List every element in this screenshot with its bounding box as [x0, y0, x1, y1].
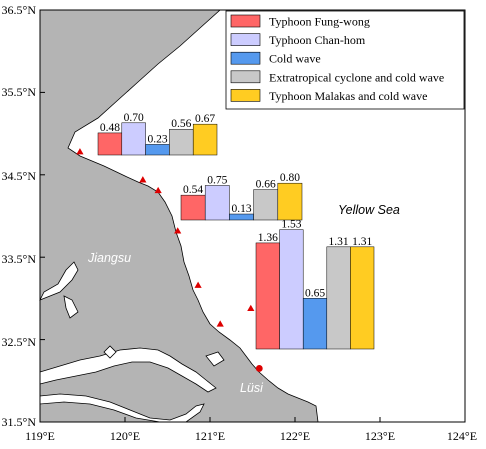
- bar: [192, 123, 218, 156]
- station-marker-triangle: [139, 176, 147, 183]
- bar: [279, 229, 304, 350]
- lat-tick-label: 34.5°N: [2, 169, 37, 183]
- station-markers: [76, 148, 263, 372]
- bar: [97, 132, 123, 156]
- bar: [121, 122, 146, 156]
- legend-swatch: [230, 14, 261, 28]
- bar: [350, 246, 375, 350]
- station-marker-triangle: [247, 304, 255, 311]
- legend-swatch: [230, 70, 261, 84]
- bar-value-label: 1.36: [258, 232, 278, 244]
- town-label: Lüsi: [240, 381, 264, 395]
- bar-groups: 0.48 0.700.23 0.56 0.67 0.54 0.75 0.13 0.66 0.80…: [97, 112, 375, 350]
- bar-value-label: 1.31: [329, 236, 349, 248]
- rivers-and-lakes: [39, 261, 225, 423]
- legend: Typhoon Fung-wong Typhoon Chan-hom Cold wa…: [225, 10, 465, 110]
- legend-swatch: [230, 51, 261, 65]
- bar: [302, 298, 328, 350]
- bar-value-label: 0.70: [124, 112, 144, 124]
- bar: [277, 182, 303, 221]
- lat-tick-label: 32.5°N: [2, 335, 37, 349]
- legend-label: Cold wave: [269, 52, 321, 66]
- land-jiangsu: [39, 9, 319, 423]
- bar: [255, 242, 280, 350]
- station-marker-triangle: [194, 281, 202, 288]
- bar-value-label: 0.80: [280, 172, 300, 184]
- station-marker-triangle: [216, 320, 224, 327]
- map-frame: [39, 9, 466, 423]
- legend-label: Typhoon Malakas and cold wave: [269, 89, 427, 103]
- lon-tick-label: 123°E: [365, 429, 395, 443]
- bar: [169, 128, 194, 156]
- legend-swatch: [230, 89, 261, 102]
- longitude-tick-labels: 119°E 120°E 121°E 122°E 123°E 124°E: [25, 429, 477, 443]
- station-marker-triangle: [154, 186, 162, 194]
- lat-tick-label: 33.5°N: [2, 252, 37, 266]
- legend-label: Typhoon Fung-wong: [269, 15, 370, 29]
- bar-value-label: 0.67: [195, 113, 215, 125]
- bar-value-label: 0.56: [171, 118, 191, 130]
- bar-value-label: 0.54: [183, 184, 203, 196]
- bar: [204, 185, 230, 221]
- bar-value-label: 0.23: [147, 133, 167, 145]
- lat-tick-label: 31.5°N: [2, 415, 37, 429]
- lat-tick-label: 35.5°N: [2, 85, 37, 99]
- bar: [145, 144, 170, 156]
- bar-value-label: 0.13: [231, 203, 251, 215]
- bar-value-label: 1.53: [281, 219, 301, 231]
- lat-tick-label: 36.5°N: [2, 3, 37, 17]
- lon-tick-label: 119°E: [25, 429, 55, 443]
- station-marker-triangle: [174, 227, 182, 234]
- lon-tick-label: 122°E: [280, 429, 310, 443]
- station-marker-triangle: [76, 148, 84, 155]
- bar-value-label: 0.75: [207, 175, 227, 187]
- bar-value-label: 1.31: [352, 236, 372, 248]
- sea-label: Yellow Sea: [338, 203, 400, 217]
- legend-label: Typhoon Chan-hom: [269, 33, 366, 47]
- bar: [180, 194, 206, 221]
- bar-value-label: 0.66: [256, 179, 276, 191]
- bar: [326, 246, 351, 350]
- legend-label: Extratropical cyclone and cold wave: [269, 70, 444, 84]
- lon-tick-label: 121°E: [195, 429, 225, 443]
- lon-tick-label: 120°E: [110, 429, 140, 443]
- axis-ticks: [39, 9, 466, 423]
- lon-tick-label: 124°E: [447, 429, 477, 443]
- legend-swatch: [230, 33, 261, 46]
- station-marker-circle: [255, 365, 263, 372]
- legend-box: [225, 10, 465, 110]
- bar: [253, 189, 279, 221]
- bar-value-label: 0.65: [305, 287, 325, 299]
- province-label: Jiangsu: [87, 251, 131, 265]
- latitude-tick-labels: 36.5°N 35.5°N 34.5°N 33.5°N 32.5°N 31.5°…: [2, 3, 37, 429]
- bar-value-label: 0.48: [100, 122, 120, 134]
